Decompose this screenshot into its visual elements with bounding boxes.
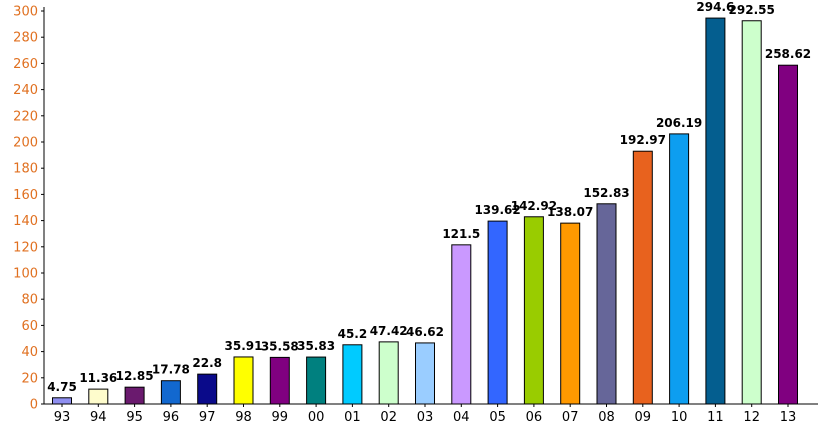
bar-13 bbox=[778, 64, 798, 405]
bar-12 bbox=[741, 20, 762, 405]
data-label-03: 46.62 bbox=[406, 325, 444, 339]
bar-96 bbox=[160, 380, 181, 405]
data-label-96: 17.78 bbox=[152, 363, 190, 377]
x-tick-label-13: 13 bbox=[780, 410, 797, 424]
x-tick-label-00: 00 bbox=[308, 410, 325, 424]
y-tick-label: 100 bbox=[13, 267, 38, 282]
data-label-97: 22.8 bbox=[192, 356, 222, 370]
y-tick-label: 60 bbox=[21, 319, 38, 334]
data-label-00: 35.83 bbox=[297, 339, 335, 353]
bar-98 bbox=[233, 356, 254, 405]
bar-03 bbox=[415, 342, 435, 405]
x-tick-label-11: 11 bbox=[707, 410, 724, 424]
x-axis: 93 94 95 96 97 98 99 00 01 02 03 04 05 06 07 08 09 10 11 12… bbox=[44, 403, 818, 424]
bar-99 bbox=[269, 356, 290, 405]
x-tick-label-93: 93 bbox=[54, 410, 71, 424]
data-label-93: 4.75 bbox=[47, 380, 77, 394]
x-tick-label-09: 09 bbox=[635, 410, 652, 424]
data-label-94: 11.36 bbox=[79, 371, 117, 385]
y-axis: 0 20 40 60 80 100 120 140 160 180 200 220 240 260 280 3… bbox=[13, 5, 45, 413]
bar-11 bbox=[705, 17, 726, 405]
y-tick-label: 20 bbox=[21, 371, 38, 386]
y-tick-label: 220 bbox=[13, 109, 38, 124]
bar-02 bbox=[378, 341, 399, 405]
x-tick-label-10: 10 bbox=[671, 410, 688, 424]
data-label-13: 258.62 bbox=[765, 47, 811, 61]
data-label-02: 47.42 bbox=[370, 324, 408, 338]
data-label-11: 294.6 bbox=[696, 0, 734, 14]
x-tick-label-98: 98 bbox=[235, 410, 252, 424]
bar-06 bbox=[523, 216, 544, 405]
x-tick-label-04: 04 bbox=[453, 410, 470, 424]
bars bbox=[52, 17, 798, 405]
data-label-12: 292.55 bbox=[729, 3, 775, 17]
x-tick-label-95: 95 bbox=[126, 410, 143, 424]
y-tick-label: 300 bbox=[13, 5, 38, 20]
data-label-07: 138.07 bbox=[547, 205, 593, 219]
data-label-05: 139.62 bbox=[474, 203, 520, 217]
bar-09 bbox=[632, 150, 653, 405]
data-label-10: 206.19 bbox=[656, 116, 702, 130]
bar-08 bbox=[596, 203, 617, 405]
bar-93 bbox=[52, 397, 72, 405]
y-tick-label: 140 bbox=[13, 214, 38, 229]
x-tick-label-99: 99 bbox=[272, 410, 289, 424]
x-tick-label-05: 05 bbox=[489, 410, 506, 424]
y-tick-label: 0 bbox=[30, 398, 38, 413]
bar-94 bbox=[88, 388, 109, 405]
x-tick-label-02: 02 bbox=[380, 410, 397, 424]
data-label-08: 152.83 bbox=[583, 186, 629, 200]
x-tick-label-94: 94 bbox=[90, 410, 107, 424]
x-tick-label-96: 96 bbox=[163, 410, 180, 424]
y-tick-label: 280 bbox=[13, 31, 38, 46]
data-label-04: 121.5 bbox=[442, 227, 480, 241]
bar-10 bbox=[669, 133, 690, 405]
y-tick-label: 260 bbox=[13, 57, 38, 72]
y-tick-label: 160 bbox=[13, 188, 38, 203]
bar-05 bbox=[487, 220, 508, 405]
y-tick-label: 80 bbox=[21, 293, 38, 308]
data-label-01: 45.2 bbox=[338, 327, 368, 341]
data-label-99: 35.58 bbox=[261, 339, 299, 353]
x-tick-label-08: 08 bbox=[598, 410, 615, 424]
x-tick-label-06: 06 bbox=[526, 410, 543, 424]
bar-95 bbox=[124, 386, 145, 405]
data-label-95: 12.85 bbox=[116, 369, 154, 383]
y-tick-label: 180 bbox=[13, 162, 38, 177]
y-tick-label: 40 bbox=[21, 345, 38, 360]
x-tick-label-03: 03 bbox=[417, 410, 434, 424]
x-tick-label-07: 07 bbox=[562, 410, 579, 424]
x-tick-label-01: 01 bbox=[344, 410, 361, 424]
y-tick-label: 120 bbox=[13, 240, 38, 255]
x-tick-label-97: 97 bbox=[199, 410, 216, 424]
bar-04 bbox=[451, 244, 472, 405]
data-label-09: 192.97 bbox=[620, 133, 666, 147]
bar-01 bbox=[342, 344, 363, 405]
y-tick-label: 200 bbox=[13, 136, 38, 151]
x-tick-label-12: 12 bbox=[743, 410, 760, 424]
bar-07 bbox=[560, 222, 581, 405]
data-label-98: 35.91 bbox=[225, 339, 263, 353]
bar-97 bbox=[197, 373, 218, 405]
bar-00 bbox=[306, 356, 327, 405]
y-tick-label: 240 bbox=[13, 83, 38, 98]
data-label-06: 142.92 bbox=[511, 199, 557, 213]
